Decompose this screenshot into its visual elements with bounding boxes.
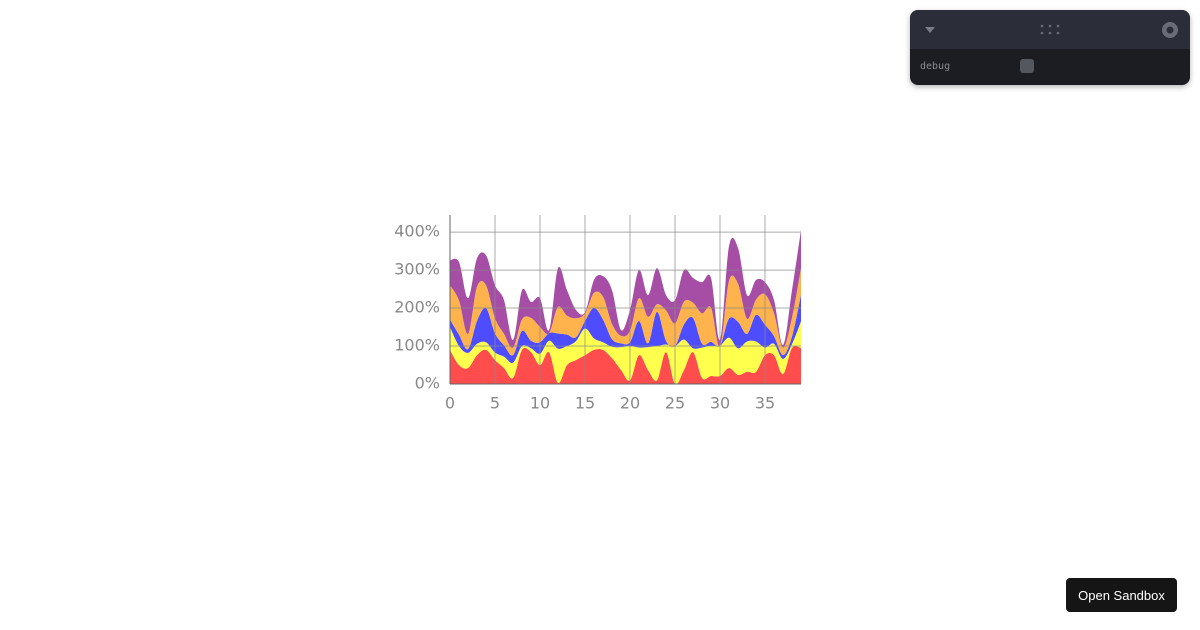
area [450,345,801,385]
y-tick-label: 0% [415,374,440,393]
area [450,268,801,356]
x-tick-label: 0 [445,394,455,413]
x-tick-label: 5 [490,394,500,413]
panel-body: debug [910,49,1190,85]
area [450,321,801,385]
area [450,230,801,348]
open-sandbox-button[interactable]: Open Sandbox [1066,578,1177,612]
debug-label[interactable]: debug [920,61,951,72]
x-tick-label: 15 [575,394,595,413]
x-tick-label: 30 [710,394,730,413]
y-tick-label: 200% [394,298,440,317]
panel-header [910,10,1190,49]
x-tick-label: 35 [755,394,775,413]
x-tick-label: 25 [665,394,685,413]
y-tick-label: 400% [394,222,440,241]
panel-icons [925,22,1178,38]
y-tick-label: 300% [394,260,440,279]
x-tick-label: 20 [620,394,640,413]
x-tick-label: 10 [530,394,550,413]
y-tick-label: 100% [394,336,440,355]
debug-toggle[interactable] [1020,59,1034,73]
debug-panel: debug [910,10,1190,85]
